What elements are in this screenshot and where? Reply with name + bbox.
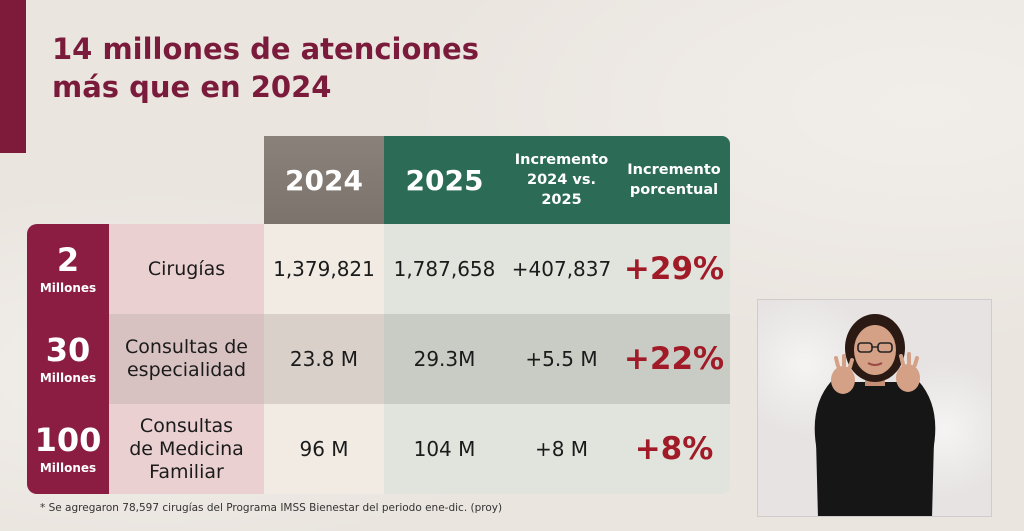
sign-language-interpreter-panel: [757, 299, 992, 517]
row-2-2024: 23.8 M: [264, 314, 384, 404]
row-1-increment: +407,837: [505, 224, 618, 314]
row-2-increment: +5.5 M: [505, 314, 618, 404]
header-increment: Incremento 2024 vs. 2025: [505, 136, 618, 224]
header-2025: 2025: [384, 136, 505, 224]
row-1-unit: Millones: [39, 281, 97, 295]
row-2-percent: +22%: [618, 314, 730, 404]
row-2-2025: 29.3M: [384, 314, 505, 404]
row-3-category: Consultas de Medicina Familiar: [109, 404, 264, 494]
row-3-percent: +8%: [618, 404, 730, 494]
row-3-big: 100: [34, 421, 102, 459]
row-3-unit: Millones: [39, 461, 97, 475]
row-3-2024: 96 M: [264, 404, 384, 494]
row-1-total: 2 Millones: [27, 224, 109, 314]
row-1-2024: 1,379,821: [264, 224, 384, 314]
sign-language-interpreter-icon: [814, 314, 936, 516]
row-2-total: 30 Millones: [27, 314, 109, 404]
row-1-big: 2: [56, 241, 80, 279]
row-3-2025: 104 M: [384, 404, 505, 494]
header-2024: 2024: [264, 136, 384, 224]
row-2-unit: Millones: [39, 371, 97, 385]
row-3-total: 100 Millones: [27, 404, 109, 494]
row-1-2025: 1,787,658: [384, 224, 505, 314]
page-title: 14 millones de atenciones más que en 202…: [52, 32, 479, 104]
accent-band: [0, 0, 26, 153]
footnote: * Se agregaron 78,597 cirugías del Progr…: [40, 502, 503, 514]
row-2-big: 30: [45, 331, 91, 369]
row-3-increment: +8 M: [505, 404, 618, 494]
row-1-category: Cirugías: [109, 224, 264, 314]
row-2-category: Consultas de especialidad: [109, 314, 264, 404]
row-1-percent: +29%: [618, 224, 730, 314]
header-percent: Incremento porcentual: [618, 136, 730, 224]
